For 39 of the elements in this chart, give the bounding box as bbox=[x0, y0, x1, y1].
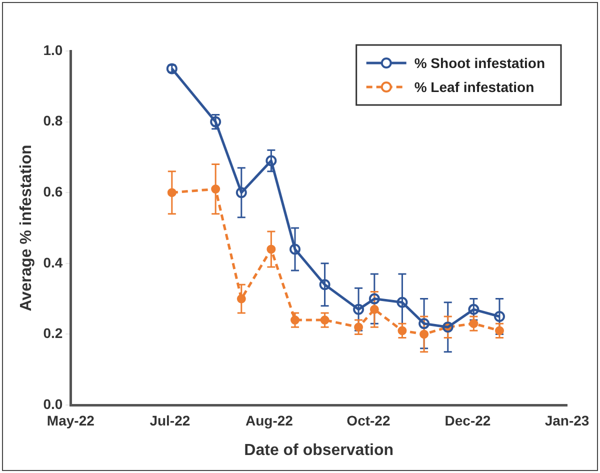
x-tick-label: May-22 bbox=[46, 412, 95, 428]
point bbox=[370, 304, 379, 314]
point bbox=[353, 304, 364, 315]
x-tick-label: Aug-22 bbox=[245, 412, 294, 428]
point bbox=[368, 293, 380, 304]
point bbox=[354, 322, 364, 332]
point bbox=[167, 188, 176, 198]
point bbox=[469, 319, 478, 328]
point bbox=[494, 311, 505, 322]
y-tick-label: 0.0 bbox=[43, 396, 63, 412]
point bbox=[236, 187, 247, 198]
point bbox=[468, 304, 480, 315]
point bbox=[290, 244, 301, 255]
point bbox=[211, 184, 220, 194]
point bbox=[418, 318, 430, 330]
x-tick-label: Oct-22 bbox=[346, 412, 390, 428]
x-tick-label: Jul-22 bbox=[150, 412, 190, 428]
y-tick-label: 0.4 bbox=[43, 254, 63, 270]
legend-label: % Leaf infestation bbox=[414, 78, 534, 95]
x-tick-label: Jan-23 bbox=[544, 412, 590, 428]
point bbox=[398, 326, 407, 336]
point bbox=[290, 316, 300, 325]
point bbox=[266, 155, 277, 166]
point bbox=[320, 316, 330, 325]
point bbox=[396, 296, 408, 308]
point bbox=[236, 294, 246, 304]
x-axis-title: Date of observation bbox=[244, 442, 394, 459]
y-axis-title: Average % infestation bbox=[18, 144, 36, 312]
x-tick-label: Dec-22 bbox=[444, 412, 491, 428]
point bbox=[210, 116, 222, 128]
point bbox=[319, 279, 330, 290]
y-tick-label: 0.2 bbox=[43, 325, 63, 342]
point bbox=[495, 326, 504, 336]
legend-label: % Shoot infestation bbox=[414, 54, 546, 71]
y-tick-label: 0.6 bbox=[43, 183, 63, 200]
y-tick-label: 1.0 bbox=[43, 42, 63, 58]
point bbox=[266, 244, 276, 254]
y-tick-label: 0.8 bbox=[43, 112, 63, 129]
point bbox=[420, 330, 429, 339]
